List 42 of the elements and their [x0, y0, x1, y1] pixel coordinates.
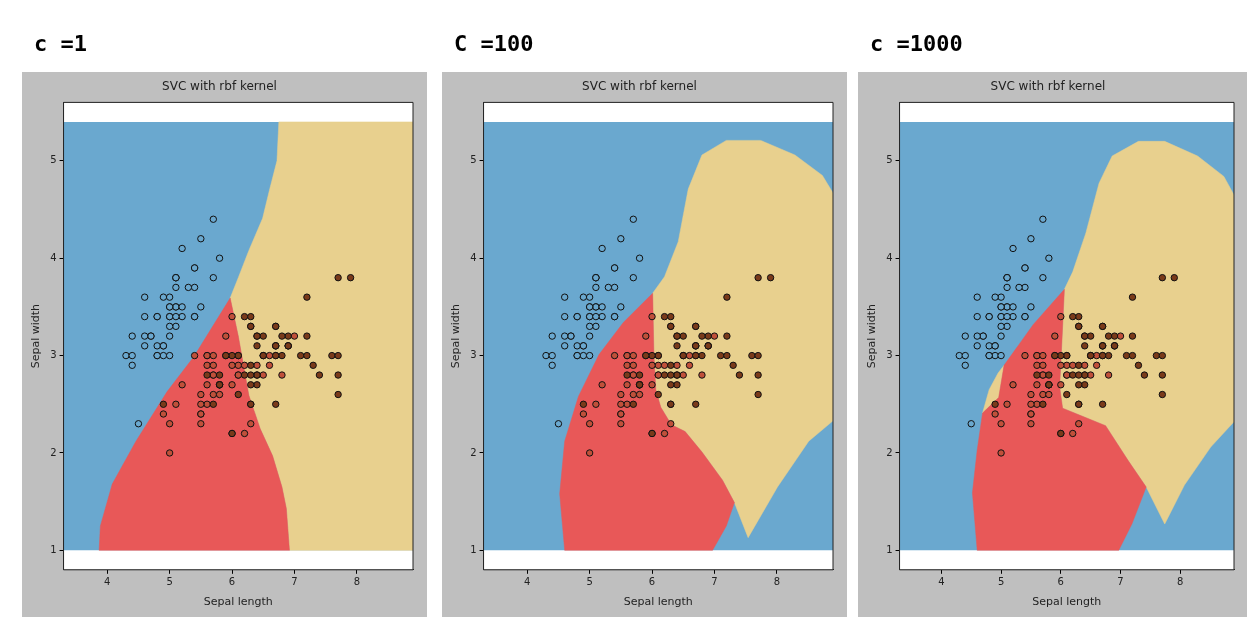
y-tick-label: 3	[886, 349, 893, 361]
x-tick-label: 8	[353, 576, 361, 588]
y-tick-label: 1	[470, 543, 477, 555]
y-tick-label: 2	[886, 446, 893, 458]
y-axis-title: Sepal width	[865, 303, 879, 369]
x-tick-label: 4	[104, 576, 111, 588]
y-tick-label: 3	[470, 349, 477, 361]
x-tick-label: 7	[1117, 576, 1124, 588]
x-tick-label: 6	[1057, 576, 1064, 588]
chart-subtitle: SVC with rbf kernel	[162, 79, 277, 94]
chart-subtitle: SVC with rbf kernel	[582, 79, 697, 94]
y-tick-label: 1	[50, 543, 57, 555]
x-axis-title: Sepal length	[623, 595, 693, 609]
y-tick-label: 2	[470, 446, 477, 458]
chart-subtitle: SVC with rbf kernel	[990, 79, 1106, 94]
y-axis-title: Sepal width	[449, 303, 463, 369]
chart-title: c =1	[33, 30, 88, 58]
x-tick-label: 5	[586, 576, 593, 588]
x-axis-title: Sepal length	[1032, 595, 1102, 609]
y-tick-label: 4	[470, 251, 477, 263]
y-tick-label: 4	[886, 251, 893, 263]
y-tick-label: 1	[886, 543, 893, 555]
x-tick-label: 5	[166, 576, 173, 588]
x-tick-label: 6	[648, 576, 656, 588]
chart-title: c =1000	[869, 30, 964, 58]
x-axis-title: Sepal length	[203, 595, 273, 609]
x-tick-label: 8	[773, 576, 781, 588]
y-tick-label: 5	[50, 154, 57, 166]
chart-title: C =100	[453, 30, 535, 58]
x-tick-label: 8	[1177, 576, 1184, 588]
y-tick-label: 5	[470, 154, 477, 166]
y-tick-label: 2	[50, 446, 57, 458]
y-tick-label: 5	[886, 154, 893, 166]
x-tick-label: 4	[524, 576, 531, 588]
x-tick-label: 5	[997, 576, 1005, 588]
x-tick-label: 7	[291, 576, 298, 588]
y-axis-title: Sepal width	[29, 303, 43, 369]
x-tick-label: 7	[711, 576, 718, 588]
x-tick-label: 4	[938, 576, 945, 588]
y-tick-label: 4	[50, 251, 57, 263]
y-tick-label: 3	[50, 349, 57, 361]
x-tick-label: 6	[228, 576, 236, 588]
